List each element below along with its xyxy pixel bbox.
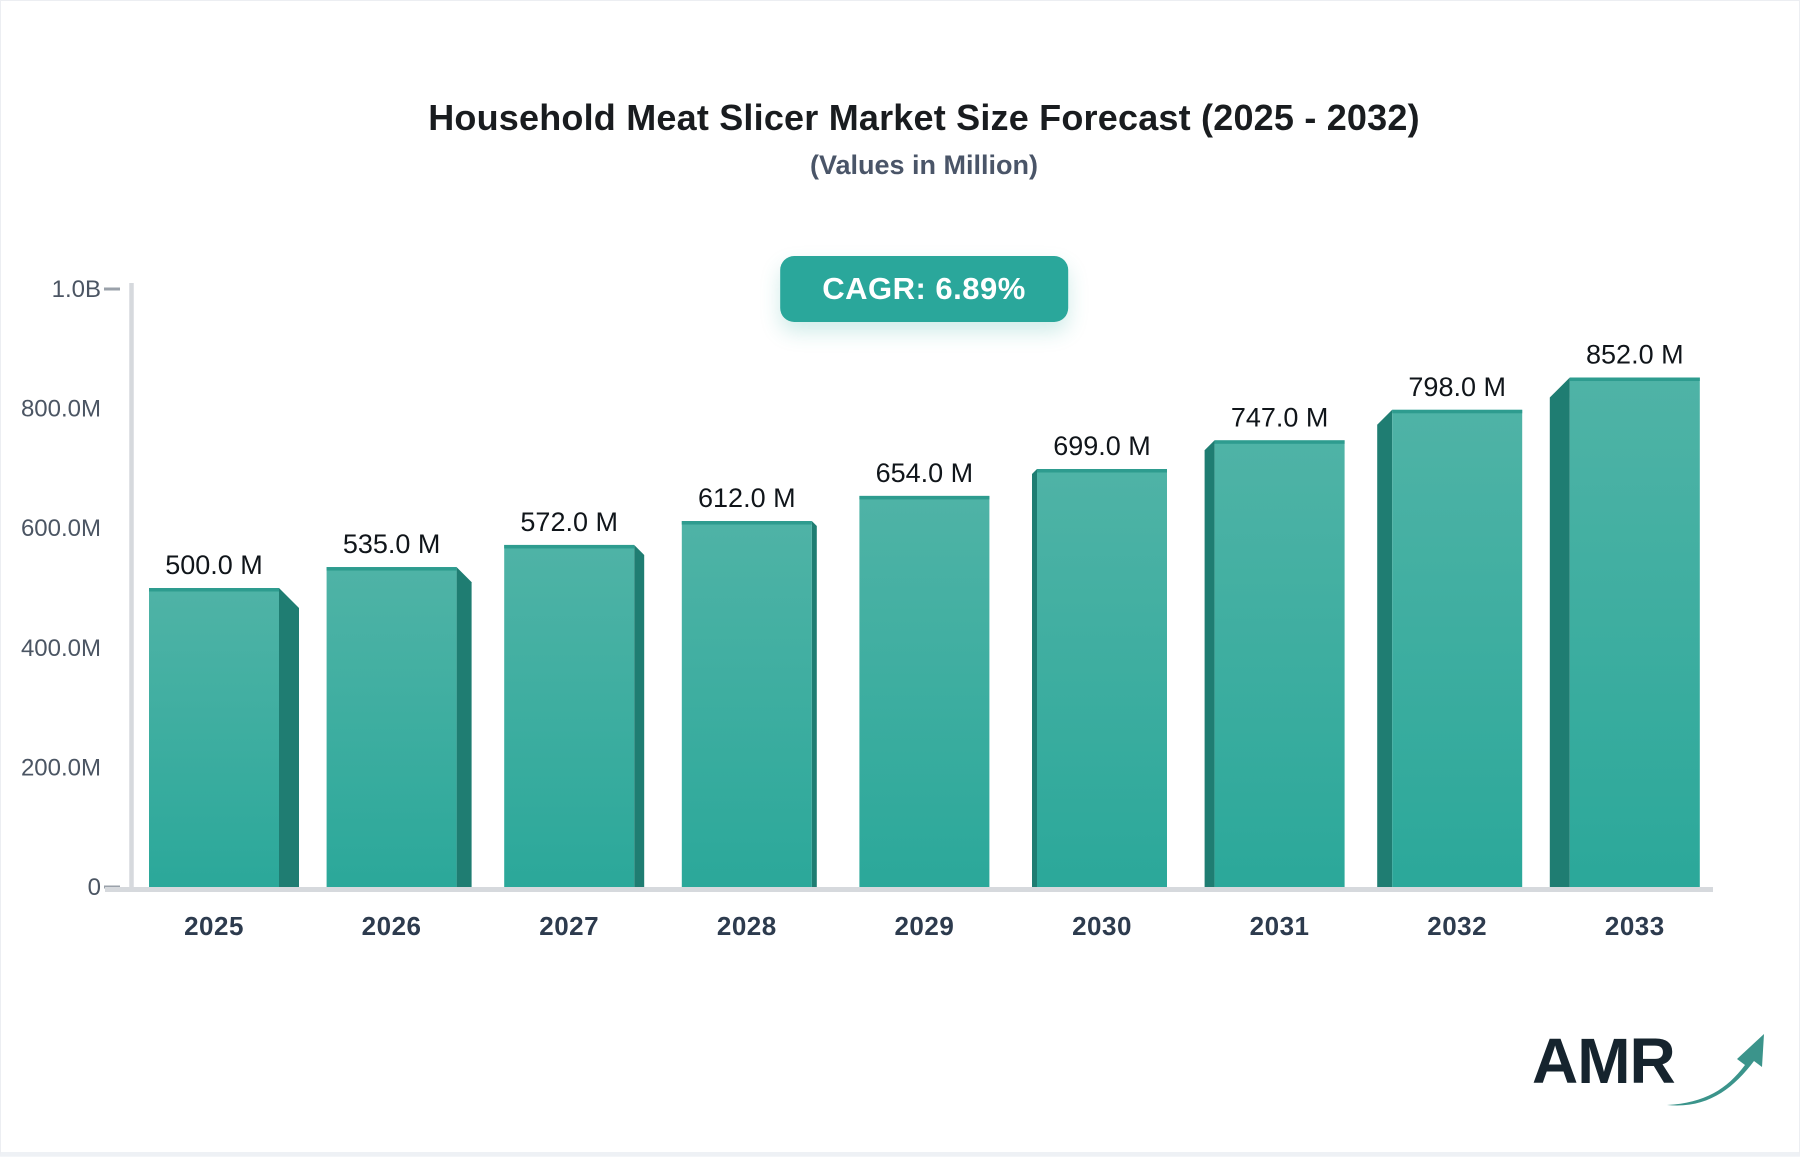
cagr-badge: CAGR: 6.89%: [780, 256, 1068, 322]
y-tick-label: 400.0M: [21, 635, 101, 662]
x-tick-label: 2030: [1072, 911, 1132, 941]
bar-front-face: [681, 521, 812, 887]
bar-top-edge: [1214, 440, 1345, 444]
bar: [149, 588, 299, 887]
x-tick-label: 2033: [1605, 911, 1665, 941]
bar-front-face: [504, 544, 635, 887]
x-tick-label: 2029: [894, 911, 954, 941]
bar: [1204, 440, 1345, 887]
bar-value-label: 500.0 M: [165, 550, 263, 580]
bar-value-label: 572.0 M: [520, 507, 618, 537]
bar-front-face: [1392, 409, 1523, 887]
bar: [1549, 377, 1700, 887]
amr-logo: AMR: [1532, 1029, 1765, 1109]
bar-side-face: [1377, 409, 1393, 887]
bar-top-edge: [504, 544, 635, 549]
bar-top-edge: [149, 588, 279, 592]
x-tick-label: 2025: [184, 911, 244, 941]
bar-front-face: [1569, 377, 1700, 887]
x-tick-label: 2031: [1250, 911, 1310, 941]
bar-value-label: 535.0 M: [343, 529, 441, 559]
bar: [326, 567, 472, 887]
x-tick-label: 2026: [362, 911, 422, 941]
bar-value-label: 612.0 M: [698, 483, 796, 513]
bar-top-edge: [326, 567, 457, 571]
bar-front-face: [859, 495, 990, 887]
y-tick-label: 0: [88, 874, 101, 901]
bar-value-label: 798.0 M: [1408, 372, 1506, 402]
y-tick-label: 1.0B: [52, 276, 101, 303]
bar-side-face: [279, 588, 299, 887]
bar-front-face: [1214, 440, 1345, 887]
bar-value-label: 699.0 M: [1053, 431, 1151, 461]
bar: [1032, 468, 1167, 887]
y-tick-label: 600.0M: [21, 515, 101, 542]
bar-side-face: [1032, 468, 1037, 887]
y-tick-label: 800.0M: [21, 396, 101, 423]
bar-front-face: [326, 567, 457, 887]
bar-front-face: [149, 588, 279, 887]
bar: [681, 521, 817, 887]
bar-value-label: 747.0 M: [1231, 402, 1329, 432]
bar-value-label: 654.0 M: [876, 458, 974, 488]
bar-side-face: [1204, 440, 1215, 887]
bar: [859, 495, 990, 887]
chart-subtitle: (Values in Million): [809, 150, 1039, 180]
bar-front-face: [1037, 468, 1167, 887]
y-tick-label: 200.0M: [21, 754, 101, 781]
bar-side-face: [456, 567, 472, 887]
bar-top-edge: [1392, 409, 1523, 414]
x-tick-label: 2032: [1427, 911, 1487, 941]
growth-arrow-icon: [1666, 1034, 1764, 1106]
bar-side-face: [1549, 377, 1570, 887]
bar-top-edge: [681, 521, 812, 525]
bar-side-face: [811, 521, 817, 887]
bar-value-label: 852.0 M: [1586, 340, 1684, 370]
x-tick-label: 2028: [717, 911, 777, 941]
bar-top-edge: [1037, 468, 1167, 473]
bar-top-edge: [1569, 377, 1700, 382]
bar: [504, 544, 645, 887]
x-tick-label: 2027: [539, 911, 599, 941]
amr-logo-text: AMR: [1532, 1025, 1676, 1097]
bar-side-face: [634, 544, 645, 887]
bar: [1377, 409, 1523, 887]
bar-top-edge: [859, 495, 990, 500]
chart-title: Household Meat Slicer Market Size Foreca…: [428, 97, 1420, 138]
cagr-badge-label: CAGR: 6.89%: [822, 271, 1026, 306]
